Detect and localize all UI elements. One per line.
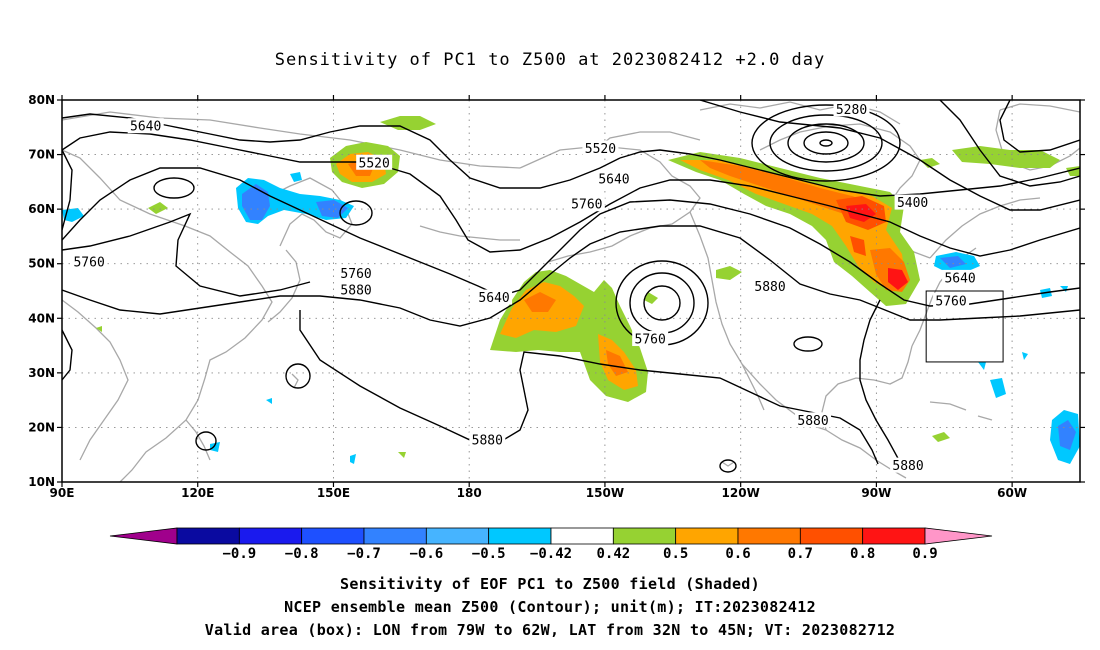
contour-label-bg xyxy=(595,171,632,187)
colorbar-segment xyxy=(425,527,490,545)
colorbar-label: 0.9 xyxy=(912,546,937,562)
contour-label: 5880 xyxy=(754,280,785,295)
contour-label: 5760 xyxy=(340,267,371,282)
contour-label-bg xyxy=(127,118,164,134)
colorbar-segment xyxy=(488,527,552,545)
contour-label: 5520 xyxy=(359,156,390,171)
contour-label-bg xyxy=(894,194,931,210)
contour-label: 5280 xyxy=(836,103,867,118)
contour-label: 5760 xyxy=(73,256,104,271)
colorbar-segment xyxy=(109,527,178,545)
lon-tick-label: 90W xyxy=(861,486,891,500)
contour-label-bg xyxy=(338,265,375,281)
footer-shaded-description: Sensitivity of EOF PC1 to Z500 field (Sh… xyxy=(340,575,760,593)
contour-label: 5640 xyxy=(130,120,161,135)
colorbar-segment xyxy=(238,527,303,545)
shaded-negative-sensitivity xyxy=(62,172,1080,464)
contour-label-bg xyxy=(752,278,789,294)
colorbar-segment xyxy=(862,527,926,545)
colorbar-label: 0.8 xyxy=(850,546,875,562)
lon-tick-label: 120W xyxy=(722,486,760,500)
colorbar-segment xyxy=(550,527,614,545)
contour-label: 5640 xyxy=(598,173,629,188)
colorbar-labels: −0.9 −0.8 −0.7 −0.6 −0.5 −0.42 0.42 0.5 0.6 0.7 0.… xyxy=(222,546,937,562)
contour-label: 5880 xyxy=(340,283,371,298)
lat-tick-label: 50N xyxy=(28,257,55,271)
contour-label: 5880 xyxy=(472,433,503,448)
contour-label: 5760 xyxy=(935,294,966,309)
contour-label-bg xyxy=(833,101,870,117)
map-title: Sensitivity of PC1 to Z500 at 2023082412… xyxy=(274,50,826,70)
colorbar-label: 0.6 xyxy=(725,546,750,562)
footer-valid-area: Valid area (box): LON from 79W to 62W, L… xyxy=(204,621,896,639)
contour-label-bg xyxy=(356,154,393,170)
latitude-labels: 80N 70N 60N 50N 40N 30N 20N 10N xyxy=(28,93,55,489)
contour-label: 5400 xyxy=(897,196,928,211)
colorbar-segment xyxy=(737,527,801,545)
lat-tick-label: 60N xyxy=(28,202,55,216)
contour-label: 5520 xyxy=(585,142,616,157)
colorbar-segment xyxy=(799,527,864,545)
colorbar-label: 0.7 xyxy=(788,546,813,562)
contour-label-bg xyxy=(582,140,619,156)
lon-tick-label: 120E xyxy=(181,486,214,500)
lat-tick-label: 10N xyxy=(28,475,55,489)
colorbar-segment xyxy=(612,527,677,545)
contour-label-bg xyxy=(469,431,506,447)
colorbar-segment xyxy=(301,527,365,545)
lat-tick-label: 20N xyxy=(28,420,55,434)
contour-label-bg xyxy=(933,292,970,308)
lon-tick-label: 180 xyxy=(457,486,482,500)
contour-label: 5640 xyxy=(478,291,509,306)
contour-label: 5760 xyxy=(635,333,666,348)
valid-area-box xyxy=(925,290,1004,363)
colorbar-segment xyxy=(924,527,993,545)
colorbar-label: −0.9 xyxy=(222,546,256,562)
colorbar-label: −0.5 xyxy=(472,546,506,562)
contour-label: 5640 xyxy=(944,271,975,286)
contour-label-bg xyxy=(795,412,832,428)
contour-label: 5880 xyxy=(892,459,923,474)
z500-contours xyxy=(62,100,1080,473)
colorbar-segment xyxy=(675,527,739,545)
lon-tick-label: 90E xyxy=(50,486,75,500)
footer-contour-description: NCEP ensemble mean Z500 (Contour); unit(… xyxy=(284,598,816,616)
lat-tick-label: 70N xyxy=(28,148,55,162)
colorbar-label: 0.42 xyxy=(596,546,630,562)
colorbar xyxy=(109,527,993,545)
graticule xyxy=(62,100,1080,482)
contour-label-bg xyxy=(568,196,605,212)
lon-tick-label: 150W xyxy=(586,486,624,500)
map-frame xyxy=(61,99,1081,483)
contour-label: 5760 xyxy=(571,198,602,213)
contour-label-bg xyxy=(338,281,375,297)
contour-label-bg xyxy=(476,289,513,305)
lon-tick-label: 60W xyxy=(997,486,1027,500)
colorbar-label: −0.7 xyxy=(347,546,381,562)
colorbar-label: −0.6 xyxy=(409,546,443,562)
contour-label-bg xyxy=(942,269,979,285)
contour-label: 5880 xyxy=(797,414,828,429)
colorbar-label: 0.5 xyxy=(663,546,688,562)
lat-tick-label: 40N xyxy=(28,311,55,325)
colorbar-segment xyxy=(176,527,240,545)
longitude-labels: 90E 120E 150E 180 150W 120W 90W 60W xyxy=(50,486,1028,500)
colorbar-label: −0.8 xyxy=(285,546,319,562)
contour-label-bg xyxy=(890,457,927,473)
lat-tick-label: 80N xyxy=(28,93,55,107)
lat-tick-label: 30N xyxy=(28,366,55,380)
colorbar-label: −0.42 xyxy=(530,546,572,562)
colorbar-segment xyxy=(363,527,427,545)
contour-label-bg xyxy=(632,331,669,347)
contour-label-bg xyxy=(71,254,108,270)
lon-tick-label: 150E xyxy=(317,486,350,500)
